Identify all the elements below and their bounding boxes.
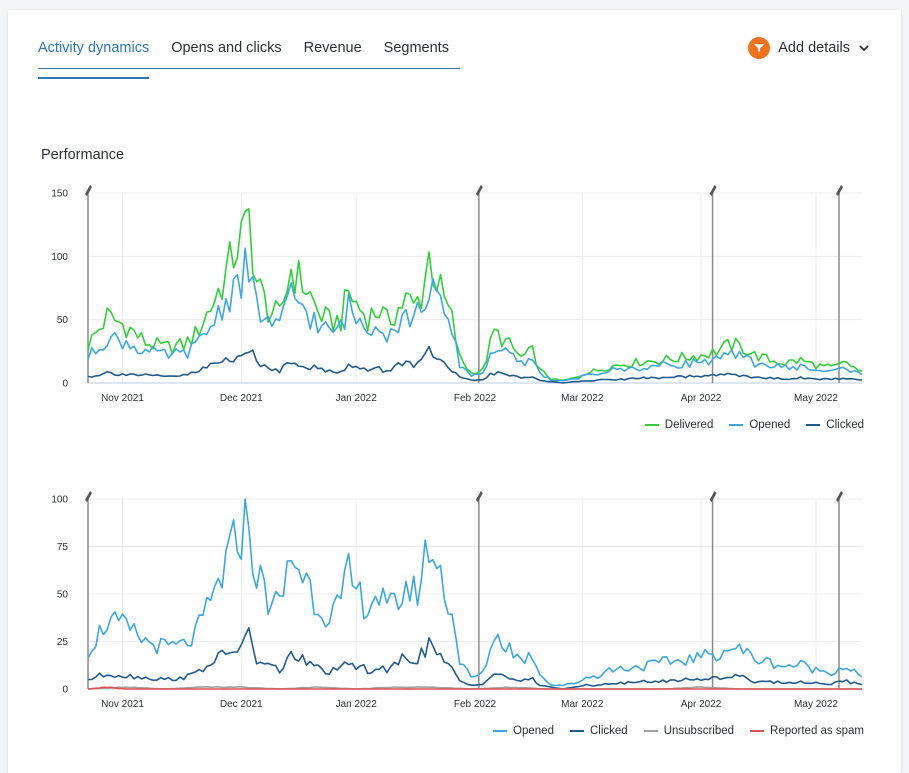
y-tick-label: 50 [57, 590, 69, 601]
pencil-icon [836, 491, 844, 502]
x-tick-label: May 2022 [794, 699, 838, 710]
legend-label: Reported as spam [770, 725, 864, 737]
x-tick-label: Apr 2022 [681, 393, 722, 404]
tab-revenue[interactable]: Revenue [303, 40, 362, 56]
y-tick-label: 100 [51, 495, 68, 506]
x-tick-label: Apr 2022 [681, 699, 722, 710]
x-tick-label: Jan 2022 [336, 393, 378, 404]
legend-swatch [644, 424, 659, 426]
legend-item[interactable]: Reported as spam [750, 725, 864, 737]
pencil-icon [85, 491, 92, 502]
y-tick-label: 100 [51, 252, 68, 263]
tab-activity-dynamics[interactable]: Activity dynamics [38, 38, 160, 79]
tab-bar: Activity dynamics Opens and clicks Reven… [38, 38, 460, 79]
x-tick-label: Jan 2022 [336, 699, 378, 710]
x-tick-label: Feb 2022 [454, 699, 497, 710]
performance-title: Performance [41, 147, 125, 163]
performance-chart: 0 50 100 150 Nov 2021 Dec 2021 Jan 2022 Feb 202… [51, 185, 863, 404]
pencil-icon [85, 185, 92, 196]
x-tick-label: Nov 2021 [101, 699, 144, 710]
pencil-icon [475, 185, 483, 196]
chevron-down-icon [859, 45, 869, 52]
pencil-icon [475, 491, 483, 502]
legend-item[interactable]: Opened [729, 419, 790, 431]
legend-label: Delivered [664, 419, 714, 431]
x-tick-label: Mar 2022 [561, 699, 604, 710]
tab-segments[interactable]: Segments [383, 40, 449, 56]
y-tick-label: 150 [51, 189, 68, 200]
y-tick-label: 0 [62, 379, 68, 390]
legend-item[interactable]: Clicked [806, 419, 864, 431]
performance-legend: Delivered Opened Clicked [644, 419, 864, 431]
legend-item[interactable]: Unsubscribed [643, 725, 735, 737]
x-tick-label: Feb 2022 [454, 393, 497, 404]
series-line-clicked [87, 345, 863, 384]
y-tick-label: 75 [57, 542, 69, 553]
y-tick-label: 50 [57, 315, 69, 326]
series-line-clicked [87, 627, 863, 690]
tab-opens-and-clicks[interactable]: Opens and clicks [171, 40, 282, 56]
x-tick-label: May 2022 [794, 393, 838, 404]
add-details-label: Add details [778, 40, 850, 56]
legend-swatch [569, 730, 584, 732]
legend-item[interactable]: Opened [493, 725, 554, 737]
pencil-icon [709, 185, 717, 196]
add-details-button[interactable]: Add details [748, 37, 870, 59]
legend-item[interactable]: Clicked [569, 725, 628, 737]
y-tick-label: 25 [57, 637, 69, 648]
legend-label: Opened [749, 419, 791, 431]
legend-swatch [729, 424, 744, 426]
legend-label: Clicked [826, 419, 864, 431]
legend-label: Clicked [589, 725, 628, 737]
x-tick-label: Mar 2022 [561, 393, 604, 404]
legend-item[interactable]: Delivered [644, 419, 714, 431]
legend-swatch [643, 730, 658, 732]
x-tick-label: Nov 2021 [101, 393, 144, 404]
series-line-opened [87, 247, 863, 382]
series-line-opened [87, 498, 863, 687]
x-tick-label: Dec 2021 [220, 393, 263, 404]
engagement-legend: Opened Clicked Unsubscribed Reported as spa… [493, 725, 864, 737]
legend-swatch [806, 424, 821, 426]
series-line-reported-as-spam [87, 686, 862, 690]
legend-label: Unsubscribed [663, 725, 735, 737]
analytics-card: Activity dynamics Opens and clicks Reven… [8, 10, 901, 773]
legend-swatch [493, 730, 508, 732]
pencil-icon [709, 491, 717, 502]
y-tick-label: 0 [62, 685, 68, 696]
legend-swatch [750, 730, 765, 732]
pencil-icon [836, 185, 844, 196]
legend-label: Opened [513, 725, 554, 737]
funnel-icon [748, 37, 771, 59]
x-tick-label: Dec 2021 [220, 699, 263, 710]
